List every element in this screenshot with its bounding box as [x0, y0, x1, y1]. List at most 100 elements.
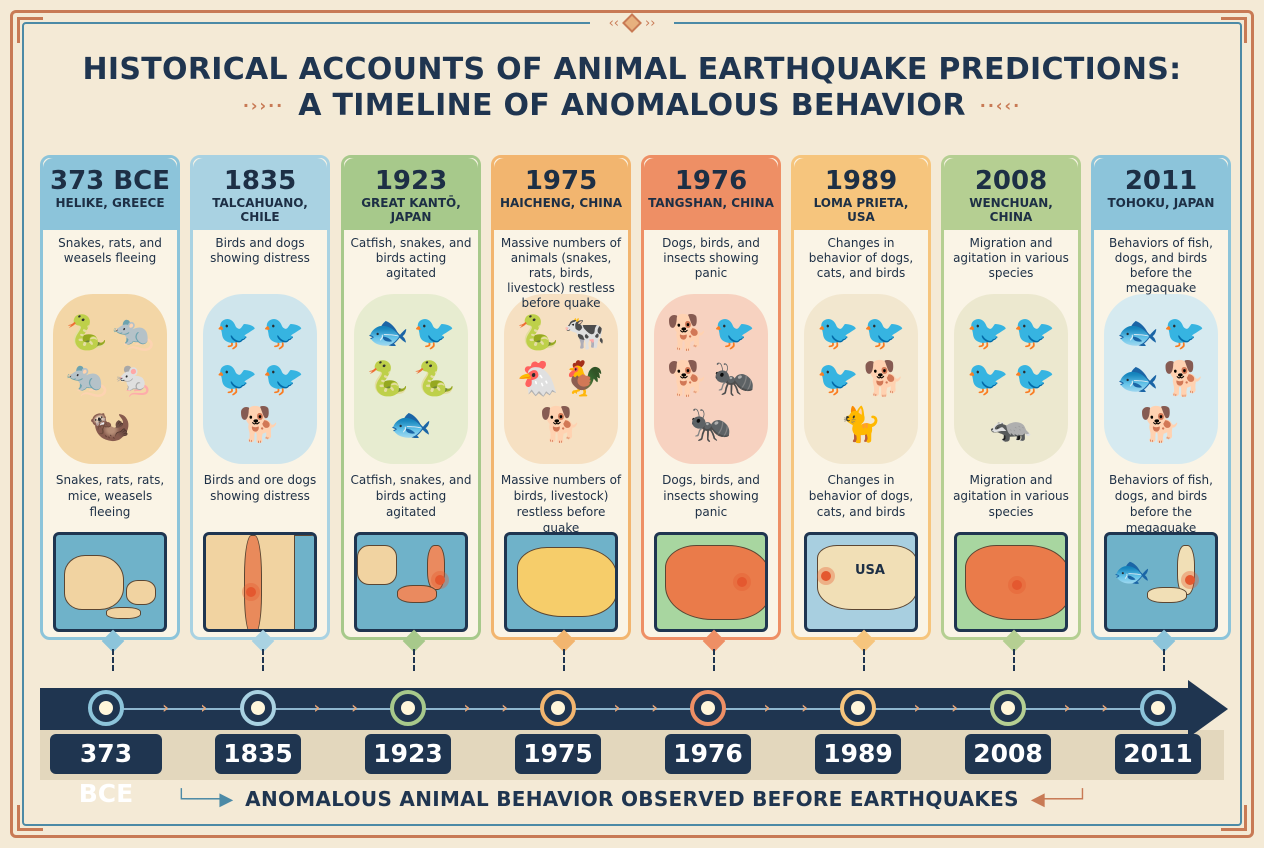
map-landmass: [357, 545, 397, 585]
bird-icon: 🐦: [1013, 313, 1056, 353]
animal-illustration: 🐟 🐦 🐟 🐕 🐕: [1104, 294, 1218, 464]
event-card: 1989 LOMA PRIETA, USA Changes in behavio…: [791, 155, 931, 671]
chevron-right-icon: ›: [801, 698, 808, 717]
epicenter-pin-icon: [1185, 575, 1195, 585]
corner-ornament: [17, 17, 43, 43]
location-map: [354, 532, 468, 632]
epicenter-pin-icon: [737, 577, 747, 587]
card-year: 1976: [674, 166, 748, 196]
badger-icon: 🦡: [989, 405, 1033, 445]
timeline-year-label: 373 BCE: [50, 734, 162, 808]
map-landmass: [1147, 587, 1187, 603]
animal-illustration: 🐟 🐦 🐍 🐍 🐟: [354, 294, 468, 464]
timeline-year-label: 1989: [815, 734, 901, 774]
map-landmass: [64, 555, 124, 610]
map-landmass: [397, 585, 437, 603]
title-line-2: A TIMELINE OF ANOMALOUS BEHAVIOR: [298, 88, 966, 123]
card-description: Massive numbers of animals (snakes, rats…: [500, 236, 622, 310]
ant-icon: 🐜: [689, 405, 733, 445]
chevron-right-icon: ›: [501, 698, 508, 717]
catfish-icon: 🐟: [366, 313, 409, 353]
card-caption: Snakes, rats, rats, mice, weasels fleein…: [55, 473, 165, 519]
dog-icon: 🐕: [539, 405, 583, 445]
snake-icon: 🐍: [413, 359, 456, 399]
dog-icon: 🐕: [863, 359, 906, 399]
card-description: Birds and dogs showing distress: [210, 236, 310, 265]
fish-icon: 🐟: [1116, 313, 1159, 353]
arrow-left-icon: ◀───┘: [1030, 788, 1089, 810]
timeline-node: [840, 690, 876, 726]
card-header: 373 BCE HELIKE, GREECE: [43, 158, 177, 230]
rat-icon: 🐀: [65, 359, 108, 399]
epicenter-pin-icon: [1012, 580, 1022, 590]
title-line-1: HISTORICAL ACCOUNTS OF ANIMAL EARTHQUAKE…: [82, 52, 1182, 87]
card-year: 1835: [223, 166, 297, 196]
node-core: [701, 701, 715, 715]
chevron-right-icon: ››: [645, 15, 656, 31]
timeline-year-label: 2011: [1115, 734, 1201, 774]
bird-icon: 🐦: [215, 313, 258, 353]
event-card: 1976 TANGSHAN, CHINA Dogs, birds, and in…: [641, 155, 781, 671]
timeline-year-label: 1975: [515, 734, 601, 774]
card-caption: Catfish, snakes, and birds acting agitat…: [350, 473, 472, 519]
card-description: Behaviors of fish, dogs, and birds befor…: [1109, 236, 1213, 295]
location-map: [504, 532, 618, 632]
card-header: 2008 WENCHUAN, CHINA: [944, 158, 1078, 230]
card-connector: [563, 649, 565, 671]
event-card: 2011 TOHOKU, JAPAN Behaviors of fish, do…: [1091, 155, 1231, 671]
bird-icon: 🐦: [966, 313, 1009, 353]
ant-icon: 🐜: [713, 359, 756, 399]
timeline-node: [690, 690, 726, 726]
dog-icon: 🐕: [666, 359, 709, 399]
map-landmass: [106, 607, 141, 619]
card-header: 1835 TALCAHUANO, CHILE: [193, 158, 327, 230]
footer-caption: ANOMALOUS ANIMAL BEHAVIOR OBSERVED BEFOR…: [245, 787, 1019, 811]
corner-ornament: [1221, 17, 1247, 43]
timeline-arrowhead-icon: [1188, 680, 1228, 738]
chevron-right-icon: ›: [200, 698, 208, 717]
card-location: HELIKE, GREECE: [55, 196, 165, 210]
snake-icon: 🐍: [65, 313, 108, 353]
location-map: [654, 532, 768, 632]
card-location: LOMA PRIETA, USA: [813, 196, 909, 224]
chevron-right-icon: ›: [162, 698, 169, 717]
map-landmass: [665, 545, 765, 620]
bird-icon: 🐦: [816, 313, 859, 353]
card-year: 2011: [1124, 166, 1198, 196]
chevron-right-icon: ›: [651, 698, 658, 717]
event-card: 2008 WENCHUAN, CHINA Migration and agita…: [941, 155, 1081, 671]
epicenter-pin-icon: [246, 587, 256, 597]
node-core: [551, 701, 565, 715]
chevron-right-icon: ›: [313, 698, 321, 717]
fish-icon: 🐟: [1116, 359, 1159, 399]
animal-illustration: 🐕 🐦 🐕 🐜 🐜: [654, 294, 768, 464]
card-location: HAICHENG, CHINA: [499, 196, 623, 210]
card-description: Snakes, rats, and weasels fleeing: [58, 236, 162, 265]
timeline-node: [240, 690, 276, 726]
chevron-right-icon: ›: [1101, 698, 1108, 717]
card-caption: Dogs, birds, and insects showing panic: [662, 473, 760, 519]
weasel-icon: 🦦: [88, 405, 132, 445]
card-year: 373 BCE: [50, 166, 170, 196]
chicken-icon: 🐔: [516, 359, 559, 399]
bird-icon: 🐦: [1163, 313, 1206, 353]
catfish-icon: 🐟: [389, 405, 433, 445]
timeline-year-label: 1923: [365, 734, 451, 774]
animal-illustration: 🐍 🐄 🐔 🐓 🐕: [504, 294, 618, 464]
rooster-icon: 🐓: [563, 359, 606, 399]
diamond-icon: [622, 13, 642, 33]
bird-icon: 🐦: [966, 359, 1009, 399]
timeline-year-label: 1976: [665, 734, 751, 774]
card-location: WENCHUAN, CHINA: [969, 196, 1053, 224]
cow-icon: 🐄: [563, 313, 606, 353]
snake-icon: 🐍: [366, 359, 409, 399]
timeline-node: [1140, 690, 1176, 726]
chevron-right-icon: ›: [951, 698, 958, 717]
dog-icon: 🐕: [1139, 405, 1183, 445]
map-landmass: [817, 545, 915, 610]
corner-ornament: [1221, 805, 1247, 831]
chevron-left-icon: ‹‹: [608, 15, 619, 31]
snake-icon: 🐍: [516, 313, 559, 353]
animal-illustration: 🐦 🐦 🐦 🐦 🐕: [203, 294, 317, 464]
animal-illustration: 🐦 🐦 🐦 🐦 🦡: [954, 294, 1068, 464]
